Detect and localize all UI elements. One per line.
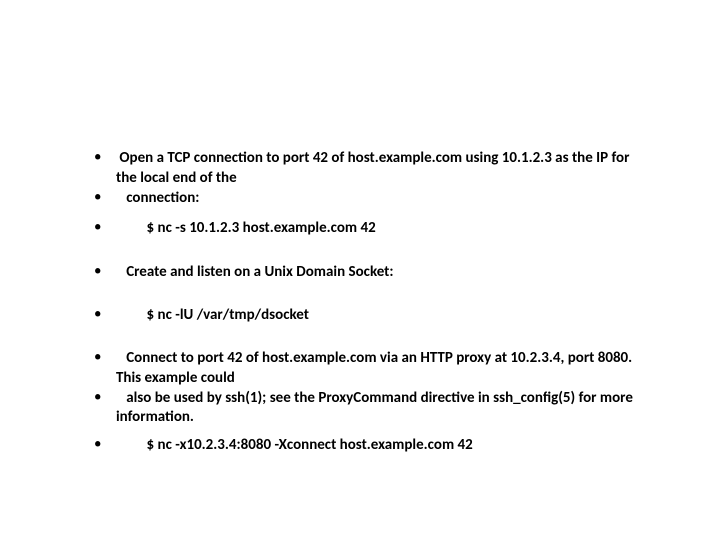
bullet-text-bold: ProxyCommand (318, 389, 417, 407)
bullet-item: $ nc -x10.2.3.4:8080 -Xconnect host.exam… (80, 435, 640, 455)
bullet-command: $ nc -x10.2.3.4:8080 -Xconnect host.exam… (116, 436, 473, 454)
bullet-item: also be used by ssh(1); see the ProxyCom… (80, 388, 640, 428)
bullet-group-4: $ nc -lU /var/tmp/dsocket (80, 305, 640, 325)
bullet-item: $ nc -lU /var/tmp/dsocket (80, 305, 640, 325)
bullet-item: connection: (80, 188, 640, 208)
bullet-item: $ nc -s 10.1.2.3 host.example.com 42 (80, 218, 640, 238)
bullet-group-2: $ nc -s 10.1.2.3 host.example.com 42 (80, 218, 640, 238)
bullet-group-1: Open a TCP connection to port 42 of host… (80, 148, 640, 207)
bullet-text: Open a TCP connection to port 42 of host… (116, 149, 633, 187)
bullet-item: Open a TCP connection to port 42 of host… (80, 148, 640, 188)
bullet-command: $ nc -s 10.1.2.3 host.example.com 42 (116, 219, 376, 237)
bullet-text-part-a: also be used by ssh(1); see the (116, 389, 318, 407)
slide: Open a TCP connection to port 42 of host… (0, 0, 720, 540)
bullet-item: Create and listen on a Unix Domain Socke… (80, 262, 640, 282)
bullet-group-6: $ nc -x10.2.3.4:8080 -Xconnect host.exam… (80, 435, 640, 455)
bullet-group-3: Create and listen on a Unix Domain Socke… (80, 262, 640, 282)
bullet-text: connection: (116, 189, 199, 207)
bullet-text: Connect to port 42 of host.example.com v… (116, 349, 639, 387)
bullet-text: Create and listen on a Unix Domain Socke… (116, 263, 394, 281)
bullet-command: $ nc -lU /var/tmp/dsocket (116, 306, 309, 324)
bullet-group-5: Connect to port 42 of host.example.com v… (80, 348, 640, 427)
bullet-item: Connect to port 42 of host.example.com v… (80, 348, 640, 388)
